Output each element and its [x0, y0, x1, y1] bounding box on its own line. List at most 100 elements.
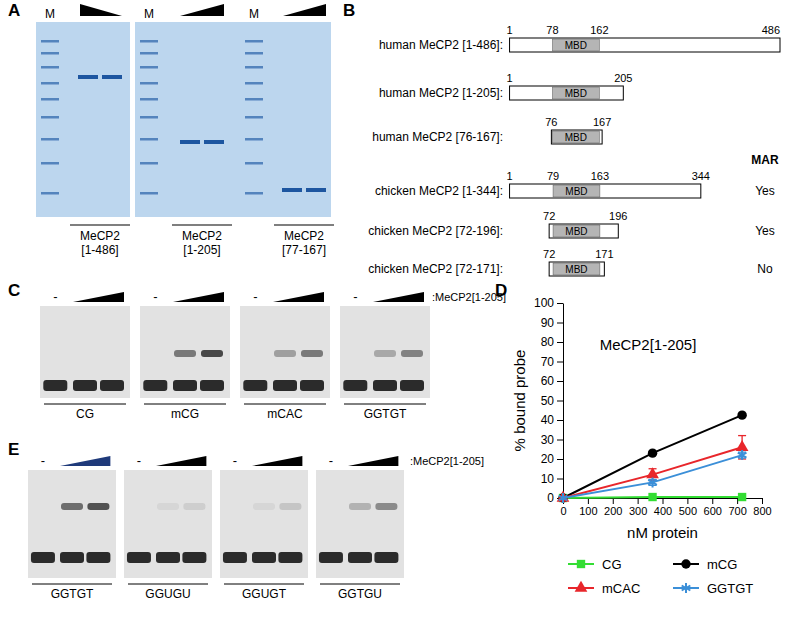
legend-label: mCAC	[602, 581, 640, 596]
ladder-band	[41, 162, 59, 165]
marker-label: M	[249, 7, 259, 21]
chart-title: MeCP2[1-205]	[600, 336, 697, 353]
legend-item: CG	[568, 557, 622, 572]
residue-number: 163	[591, 170, 609, 182]
construct-label: human MeCP2 [1-486]:	[379, 38, 503, 52]
marker-label: M	[144, 7, 154, 21]
y-axis-title: % bound probe	[511, 350, 528, 452]
no-protein-label: -	[137, 453, 141, 468]
probe-label: GGTGU	[338, 587, 382, 601]
ladder-band	[245, 66, 263, 69]
ladder-band	[140, 40, 158, 43]
ladder-band	[140, 98, 158, 101]
bound-band	[174, 350, 196, 357]
x-tick-label: 200	[604, 505, 622, 517]
mbd-box	[553, 263, 600, 275]
underline	[44, 404, 126, 405]
residue-number: 72	[543, 210, 555, 222]
y-tick-mark	[557, 381, 563, 382]
titration-wedge	[273, 292, 324, 302]
residue-number: 205	[614, 72, 632, 84]
sample-label: MeCP2	[284, 229, 324, 243]
ladder-band	[245, 116, 263, 119]
residue-number: 167	[593, 116, 611, 128]
ladder-band	[245, 82, 263, 85]
residue-number: 171	[595, 248, 613, 260]
free-probe-band	[100, 380, 124, 391]
y-tick-mark	[557, 362, 563, 363]
panel-a: MMeCP2[1-486]MMeCP2[1-205]MMeCP2[77-167]	[36, 4, 334, 257]
y-tick-label: 60	[541, 374, 555, 388]
mbd-box	[552, 131, 599, 143]
x-tick-label: 600	[704, 505, 722, 517]
gel	[28, 470, 116, 578]
series-line	[563, 447, 742, 498]
x-tick: 600	[704, 498, 722, 517]
panel-c: -CG-mCG-mCAC-GGTGT:MeCP2[1-205]	[40, 289, 506, 421]
titration-label: :MeCP2[1-205]	[410, 455, 484, 467]
titration-wedge	[60, 456, 110, 466]
series-line	[563, 415, 742, 498]
mbd-box	[553, 185, 600, 197]
x-tick: 800	[753, 498, 771, 517]
plot-area	[557, 410, 749, 503]
mar-value: Yes	[755, 224, 775, 238]
residue-number: 1	[506, 24, 512, 36]
data-point	[648, 448, 657, 457]
ladder-band	[140, 192, 158, 195]
residue-number: 1	[506, 72, 512, 84]
mbd-label: MBD	[565, 186, 587, 197]
mbd-label: MBD	[565, 40, 587, 51]
bound-band	[61, 503, 83, 510]
gel	[124, 470, 212, 578]
panel-e: -GGTGT-GGUGU-GGUGT-GGTGU:MeCP2[1-205]	[28, 453, 484, 601]
bound-band	[274, 350, 296, 357]
legend-item: mCG	[673, 557, 737, 572]
gel	[240, 306, 330, 398]
x-tick-label: 500	[679, 505, 697, 517]
y-tick-mark	[557, 303, 563, 304]
mbd-box	[552, 87, 599, 99]
bound-band	[183, 503, 205, 510]
gel	[40, 306, 130, 398]
sample-label: [1-486]	[81, 243, 118, 257]
y-tick: 30	[541, 433, 563, 447]
sample-label: [1-205]	[183, 243, 220, 257]
titration-wedge	[252, 456, 302, 466]
data-point	[559, 493, 568, 503]
legend-symbol	[682, 583, 691, 593]
legend-item: mCAC	[568, 581, 640, 596]
x-tick-mark	[663, 498, 664, 504]
ladder-band	[41, 138, 59, 141]
probe-label: GGUGT	[242, 587, 287, 601]
no-protein-label: -	[353, 289, 357, 304]
panel-label: A	[8, 1, 20, 20]
mbd-label: MBD	[565, 226, 587, 237]
ladder-band	[41, 82, 59, 85]
residue-number: 196	[609, 210, 627, 222]
bound-band	[201, 350, 223, 357]
y-tick-mark	[557, 459, 563, 460]
y-tick-mark	[557, 420, 563, 421]
mbd-box	[553, 225, 600, 237]
underline	[224, 584, 304, 585]
y-tick: 70	[541, 355, 563, 369]
y-tick-label: 40	[541, 413, 555, 427]
y-tick: 90	[541, 316, 563, 330]
bound-band	[401, 350, 423, 357]
titration-wedge	[348, 456, 398, 466]
data-point	[648, 493, 656, 501]
free-probe-band	[182, 552, 206, 563]
residue-number: 72	[543, 248, 555, 260]
bound-band	[301, 350, 323, 357]
construct-box	[549, 224, 618, 238]
bound-band	[349, 503, 371, 510]
construct-box	[510, 184, 701, 198]
y-tick-label: 0	[547, 491, 554, 505]
ladder-band	[245, 138, 263, 141]
y-tick: 10	[541, 472, 563, 486]
residue-number: 78	[546, 24, 558, 36]
legend-symbol	[577, 560, 585, 568]
sample-label: MeCP2	[80, 229, 120, 243]
ladder-band	[245, 192, 263, 195]
